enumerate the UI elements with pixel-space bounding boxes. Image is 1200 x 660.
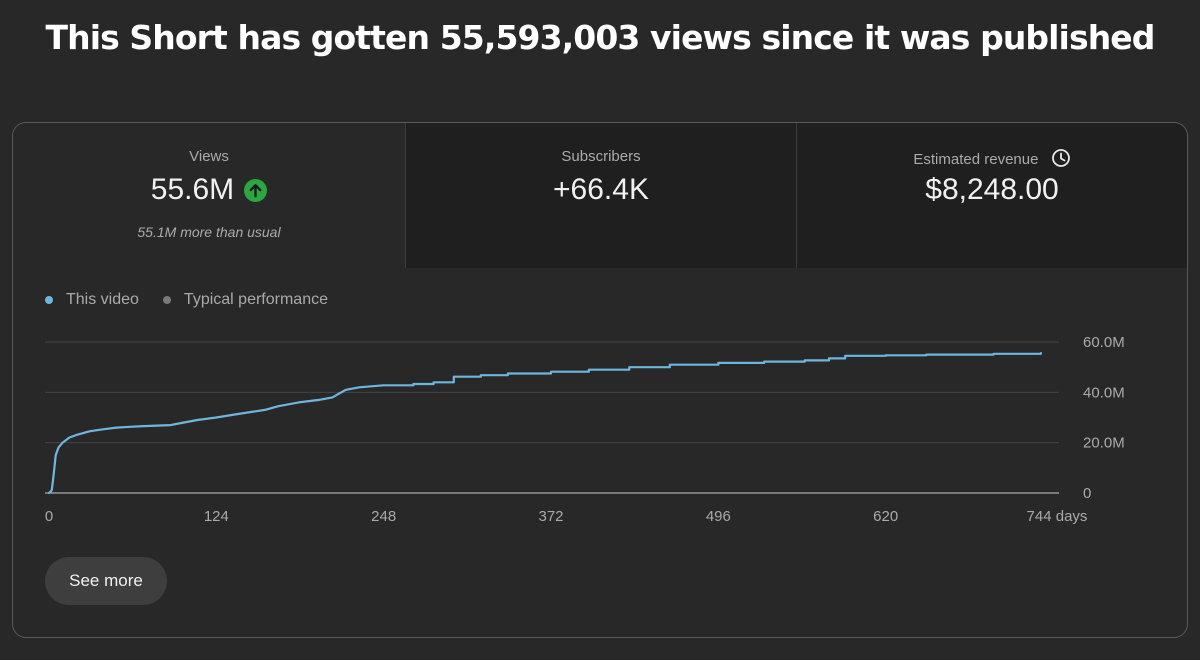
page-title: This Short has gotten 55,593,003 views s… bbox=[45, 18, 1155, 57]
x-tick-label: 0 bbox=[45, 508, 53, 525]
legend-label-typical: Typical performance bbox=[183, 291, 328, 308]
x-tick-label: 124 bbox=[204, 508, 229, 525]
metric-views-tab[interactable]: Views 55.6M 55.1M more than usual bbox=[13, 123, 405, 268]
metric-subscribers-label: Subscribers bbox=[561, 148, 641, 165]
y-tick-label: 0 bbox=[1083, 485, 1091, 502]
see-more-button[interactable]: See more bbox=[45, 557, 167, 605]
legend-item-typical[interactable]: Typical performance bbox=[162, 291, 328, 309]
metrics-row: Views 55.6M 55.1M more than usual Subscr… bbox=[13, 123, 1187, 268]
x-tick-label: 248 bbox=[371, 508, 396, 525]
x-tick-label: 496 bbox=[706, 508, 731, 525]
y-tick-label: 40.0M bbox=[1083, 384, 1125, 401]
analytics-card: Views 55.6M 55.1M more than usual Subscr… bbox=[12, 122, 1188, 638]
metric-views-value: 55.6M bbox=[150, 173, 235, 206]
views-chart: 0 20.0M 40.0M 60.0M 0 124 248 372 496 620 744 days bbox=[45, 334, 1125, 525]
chart-legend: This video Typical performance bbox=[45, 291, 352, 309]
clock-icon[interactable] bbox=[1051, 148, 1071, 168]
metric-revenue-value: $8,248.00 bbox=[925, 173, 1059, 206]
up-arrow-icon bbox=[244, 178, 268, 202]
legend-dot-this-video bbox=[45, 296, 53, 304]
metric-views-comparison: 55.1M more than usual bbox=[137, 224, 281, 240]
x-tick-label: 744 days bbox=[1027, 508, 1088, 525]
legend-item-this-video[interactable]: This video bbox=[45, 291, 139, 309]
metric-revenue-label: Estimated revenue bbox=[913, 151, 1039, 168]
series-line-this-video bbox=[47, 352, 1042, 495]
x-tick-label: 372 bbox=[538, 508, 563, 525]
metric-revenue-label-row: Estimated revenue bbox=[797, 148, 1187, 168]
legend-dot-typical bbox=[162, 296, 171, 304]
metric-subscribers-value: +66.4K bbox=[553, 173, 649, 206]
y-tick-label: 20.0M bbox=[1083, 435, 1125, 452]
metric-subscribers-tab[interactable]: Subscribers +66.4K bbox=[405, 123, 796, 268]
legend-label-this-video: This video bbox=[66, 291, 139, 308]
metric-views-label: Views bbox=[189, 148, 229, 165]
metric-revenue-tab[interactable]: Estimated revenue $8,248.00 bbox=[796, 123, 1187, 268]
y-tick-label: 60.0M bbox=[1083, 334, 1125, 351]
x-tick-label: 620 bbox=[873, 508, 898, 525]
